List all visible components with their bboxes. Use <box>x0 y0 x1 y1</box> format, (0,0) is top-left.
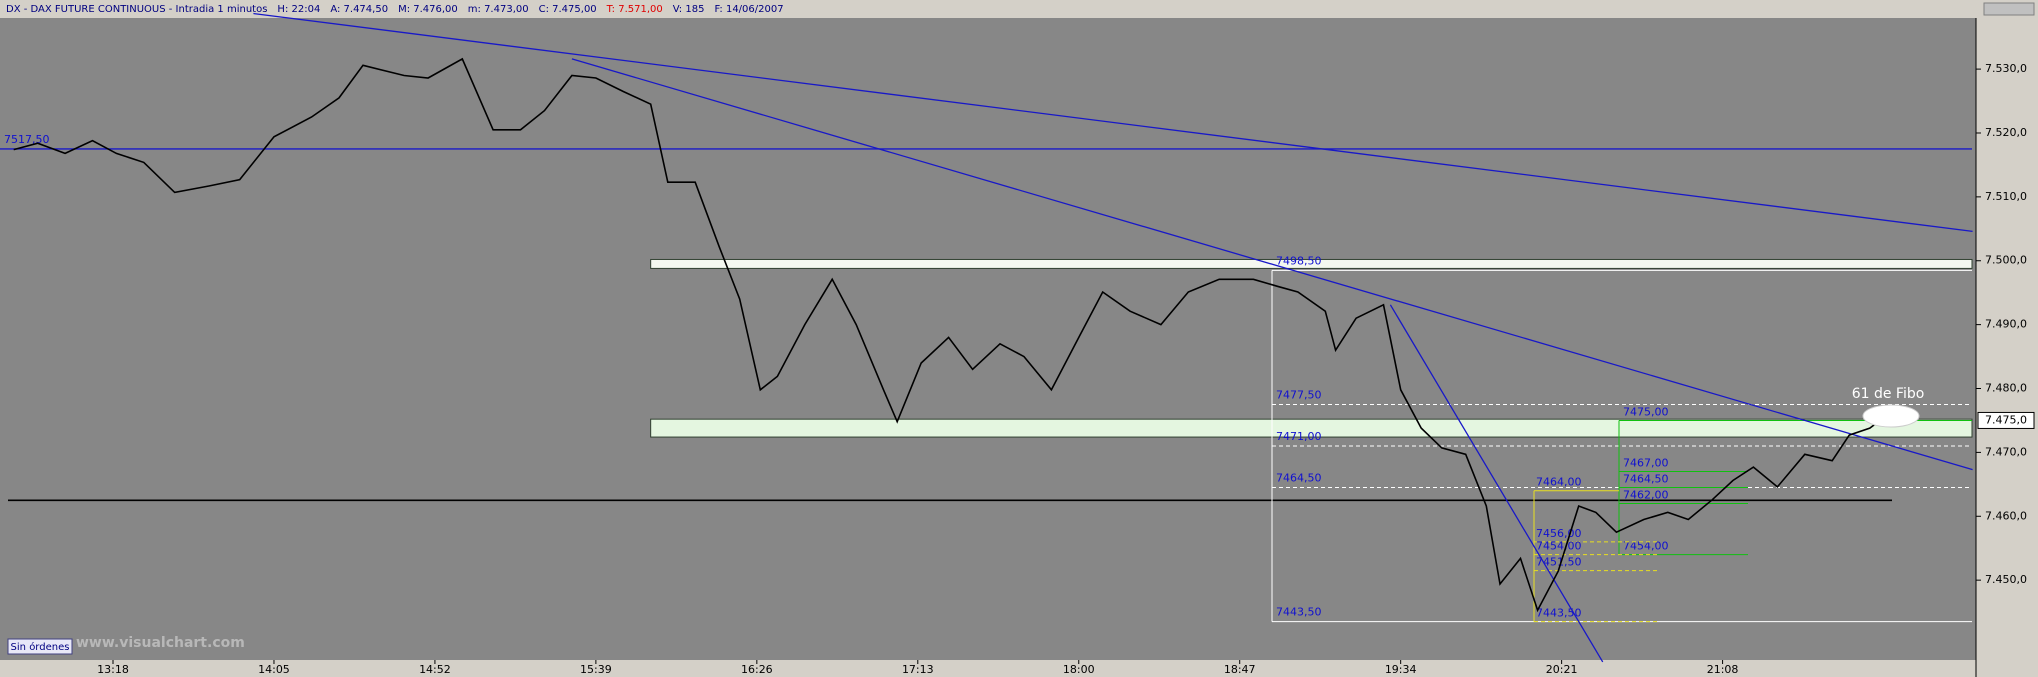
yellow-label: 7464,00 <box>1536 476 1582 489</box>
x-tick-label: 20:21 <box>1546 663 1578 676</box>
x-tick-label: 15:39 <box>580 663 612 676</box>
price-band <box>650 418 1973 438</box>
y-tick-label: 7.480,0 <box>1985 382 2027 395</box>
yellow-label: 7456,00 <box>1536 527 1582 540</box>
header-field: M: 7.476,00 <box>398 4 458 15</box>
fibo-label: 7443,50 <box>1276 606 1322 619</box>
price-band <box>650 258 1973 269</box>
header-field: DX - DAX FUTURE CONTINUOUS - Intradia 1 … <box>6 4 267 15</box>
x-tick-label: 17:13 <box>902 663 934 676</box>
x-tick-label: 14:05 <box>258 663 290 676</box>
x-tick-label: 19:34 <box>1385 663 1417 676</box>
green-label: 7467,00 <box>1623 457 1669 470</box>
trendline <box>253 12 1973 233</box>
header-field: T: 7.571,00 <box>606 4 663 15</box>
price-line <box>13 57 1884 613</box>
green-label: 7475,00 <box>1623 405 1669 418</box>
x-tick-label: 21:08 <box>1707 663 1739 676</box>
fibo-label: 7471,00 <box>1276 430 1322 443</box>
header-bar <box>0 0 2038 18</box>
y-axis-panel <box>1976 18 2038 677</box>
trendline <box>571 58 1973 471</box>
y-tick-label: 7.530,0 <box>1985 62 2027 75</box>
header-field: V: 185 <box>673 4 705 15</box>
fibo-label: 7498,50 <box>1276 254 1322 267</box>
header-field: F: 14/06/2007 <box>714 4 783 15</box>
orders-button-label: Sin órdenes <box>11 641 70 653</box>
last-price-label: 7.475,0 <box>1985 413 2027 426</box>
yellow-label: 7451,50 <box>1536 556 1582 569</box>
x-tick-label: 14:52 <box>419 663 451 676</box>
header: DX - DAX FUTURE CONTINUOUS - Intradia 1 … <box>6 4 784 15</box>
orders-button[interactable] <box>7 638 73 655</box>
fibo-label: 7464,50 <box>1276 472 1322 485</box>
y-tick-label: 7.520,0 <box>1985 126 2027 139</box>
x-tick-label: 13:18 <box>97 663 129 676</box>
support-label: 7517,50 <box>4 133 50 146</box>
header-field: m: 7.473,00 <box>468 4 529 15</box>
watermark: www.visualchart.com <box>76 635 245 651</box>
trendline <box>1389 304 1604 663</box>
annotation-ellipse <box>1862 404 1920 428</box>
y-tick-label: 7.510,0 <box>1985 190 2027 203</box>
y-tick-label: 7.490,0 <box>1985 318 2027 331</box>
x-axis-panel <box>0 660 1976 677</box>
header-field: H: 22:04 <box>277 4 320 15</box>
x-tick-label: 16:26 <box>741 663 773 676</box>
plot-area <box>0 18 1976 660</box>
scroll-widget[interactable] <box>1983 2 2035 16</box>
y-tick-label: 7.470,0 <box>1985 445 2027 458</box>
yellow-label: 7443,50 <box>1536 607 1582 620</box>
yellow-label: 7454,00 <box>1536 540 1582 553</box>
header-field: C: 7.475,00 <box>539 4 597 15</box>
y-tick-label: 7.500,0 <box>1985 254 2027 267</box>
y-tick-label: 7.450,0 <box>1985 573 2027 586</box>
green-label: 7464,50 <box>1623 473 1669 486</box>
x-tick-label: 18:47 <box>1224 663 1256 676</box>
green-label: 7462,00 <box>1623 488 1669 501</box>
last-price-box <box>1977 411 2035 429</box>
header-field: A: 7.474,50 <box>330 4 388 15</box>
green-label: 7454,00 <box>1623 540 1669 553</box>
annotation: 61 de Fibo <box>1852 386 1925 402</box>
y-tick-label: 7.460,0 <box>1985 509 2027 522</box>
fibo-label: 7477,50 <box>1276 388 1322 401</box>
x-tick-label: 18:00 <box>1063 663 1095 676</box>
